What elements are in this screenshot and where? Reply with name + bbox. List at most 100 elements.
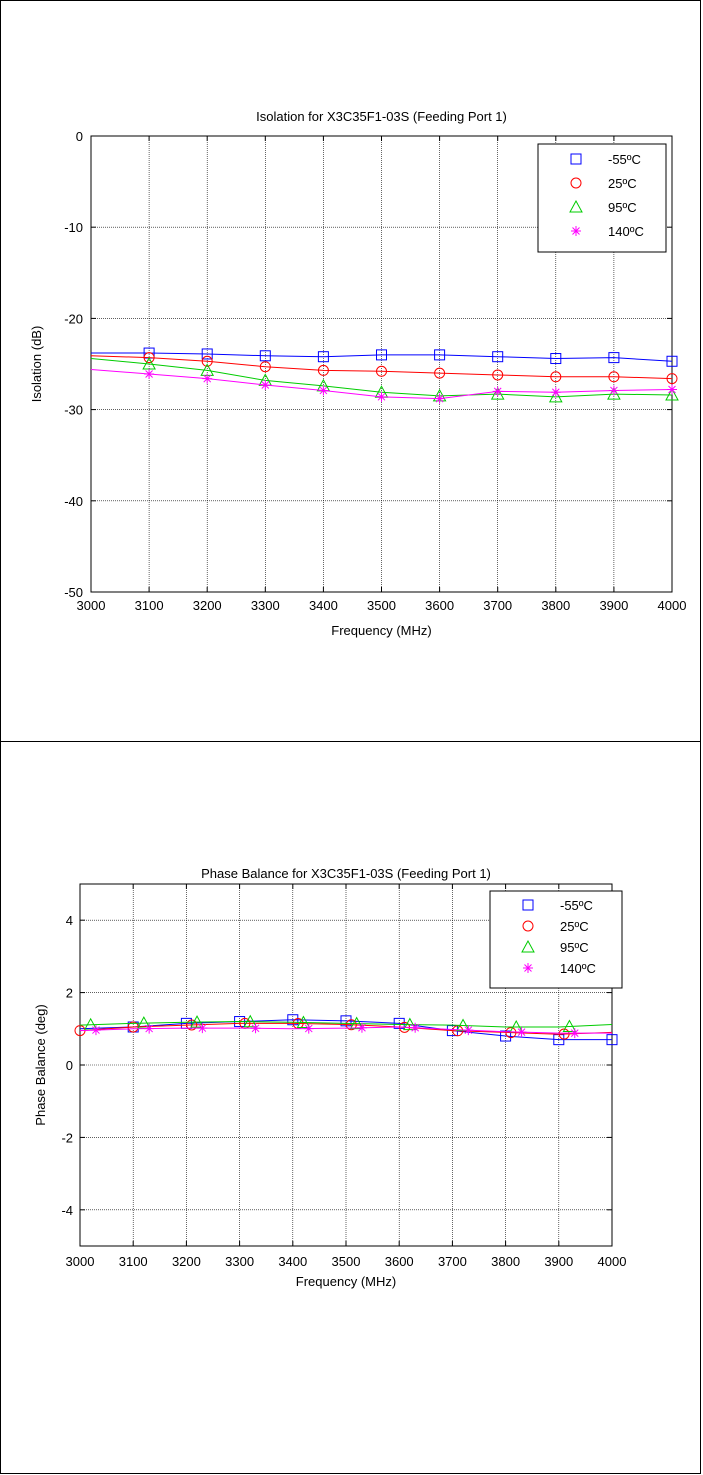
bottom-chart-cell: 3000 3100 3200 3300 3400 3500 3600 3700 3800 3900… <box>0 741 701 1474</box>
y-tick-label: -50 <box>64 585 83 600</box>
series-marker-3 <box>303 1023 314 1034</box>
series-marker-3 <box>318 385 329 396</box>
y-tick-label: 0 <box>66 1058 73 1073</box>
x-tick-label: 3600 <box>425 598 454 613</box>
series-marker-0 <box>434 349 446 361</box>
y-tick-label: -30 <box>64 403 83 418</box>
series-marker-0 <box>500 1030 512 1042</box>
x-tick-label: 3800 <box>541 598 570 613</box>
legend-box <box>537 143 667 253</box>
series-marker-3 <box>144 369 155 380</box>
series-marker-3 <box>492 386 503 397</box>
series-marker-2 <box>456 1018 470 1032</box>
x-tick-label: 3600 <box>385 1254 414 1269</box>
x-tick-label: 3900 <box>544 1254 573 1269</box>
legend-marker-2 <box>521 939 535 953</box>
y-tick-label: -4 <box>61 1203 73 1218</box>
y-tick-label: -10 <box>64 220 83 235</box>
x-tick-label: 4000 <box>658 598 687 613</box>
series-marker-0 <box>317 351 329 363</box>
x-axis-label: Frequency (MHz) <box>331 623 431 638</box>
series-marker-1 <box>558 1028 570 1040</box>
x-tick-label: 3200 <box>193 598 222 613</box>
legend-label: -55ºC <box>560 898 593 913</box>
legend-label: 95ºC <box>608 200 637 215</box>
legend-label: -55ºC <box>608 152 641 167</box>
legend-marker-0 <box>522 899 534 911</box>
series-marker-3 <box>197 1023 208 1034</box>
x-tick-label: 3500 <box>332 1254 361 1269</box>
y-axis-label: Isolation (dB) <box>29 326 44 403</box>
series-marker-1 <box>434 367 446 379</box>
y-axis-label: Phase Balance (deg) <box>33 1004 48 1125</box>
y-tick-label: 4 <box>66 913 73 928</box>
x-tick-label: 3500 <box>367 598 396 613</box>
series-marker-1 <box>608 371 620 383</box>
series-marker-3 <box>90 1025 101 1036</box>
x-tick-label: 3100 <box>135 598 164 613</box>
series-marker-1 <box>550 371 562 383</box>
legend-marker-3 <box>523 963 533 973</box>
legend-label: 95ºC <box>560 940 589 955</box>
legend-label: 25ºC <box>608 176 637 191</box>
series-marker-1 <box>345 1019 357 1031</box>
series-marker-2 <box>548 389 563 403</box>
series-line-2 <box>79 1021 613 1028</box>
legend-marker-3 <box>571 226 581 236</box>
series-marker-3 <box>463 1025 474 1036</box>
series-marker-3 <box>667 384 677 395</box>
series-marker-0 <box>608 352 620 364</box>
series-marker-1 <box>186 1019 198 1031</box>
series-marker-1 <box>259 361 271 373</box>
series-marker-1 <box>492 369 504 381</box>
x-tick-label: 3200 <box>172 1254 201 1269</box>
series-marker-1 <box>201 355 213 367</box>
series-marker-0 <box>606 1034 618 1046</box>
x-tick-label: 3300 <box>251 598 280 613</box>
x-axis-label: Frequency (MHz) <box>296 1274 396 1289</box>
series-marker-3 <box>434 393 445 404</box>
series-marker-3 <box>260 379 271 390</box>
series-marker-3 <box>376 391 387 402</box>
series-marker-2 <box>243 1014 258 1028</box>
legend-marker-1 <box>522 920 534 932</box>
legend-marker-2 <box>569 199 583 213</box>
x-tick-label: 3800 <box>491 1254 520 1269</box>
series-line-1 <box>90 355 673 380</box>
series-marker-3 <box>608 385 619 396</box>
series-marker-3 <box>516 1027 527 1038</box>
legend-label: 25ºC <box>560 919 589 934</box>
series-line-0 <box>79 1019 612 1041</box>
x-tick-label: 3700 <box>438 1254 467 1269</box>
x-tick-label: 3700 <box>483 598 512 613</box>
series-marker-1 <box>505 1027 517 1039</box>
x-tick-label: 3400 <box>278 1254 307 1269</box>
series-marker-1 <box>317 364 329 376</box>
series-marker-3 <box>569 1028 580 1039</box>
x-tick-label: 3300 <box>225 1254 254 1269</box>
series-marker-2 <box>349 1016 364 1030</box>
series-marker-1 <box>143 352 155 364</box>
series-marker-1 <box>376 365 387 377</box>
y-tick-label: -20 <box>64 311 83 326</box>
legend-label: 140ºC <box>560 961 596 976</box>
x-tick-label: 3900 <box>599 598 628 613</box>
series-marker-0 <box>376 349 387 361</box>
x-tick-label: 3000 <box>66 1254 95 1269</box>
series-marker-2 <box>190 1015 204 1028</box>
series-marker-3 <box>250 1023 261 1034</box>
legend-marker-1 <box>570 177 582 189</box>
chart-title: Phase Balance for X3C35F1-03S (Feeding P… <box>201 866 491 881</box>
series-marker-2 <box>490 387 505 400</box>
series-marker-0 <box>492 351 504 363</box>
x-tick-label: 3100 <box>119 1254 148 1269</box>
phase-balance-chart: 3000 3100 3200 3300 3400 3500 3600 3700 3800 3900… <box>33 866 626 1289</box>
y-tick-label: 2 <box>66 986 73 1001</box>
x-tick-label: 3400 <box>309 598 338 613</box>
y-tick-label: -2 <box>61 1130 73 1145</box>
series-marker-2 <box>296 1015 311 1029</box>
series-marker-1 <box>666 373 678 385</box>
series-marker-0 <box>550 353 562 365</box>
series-marker-3 <box>550 387 561 398</box>
y-tick-label: -40 <box>64 494 83 509</box>
